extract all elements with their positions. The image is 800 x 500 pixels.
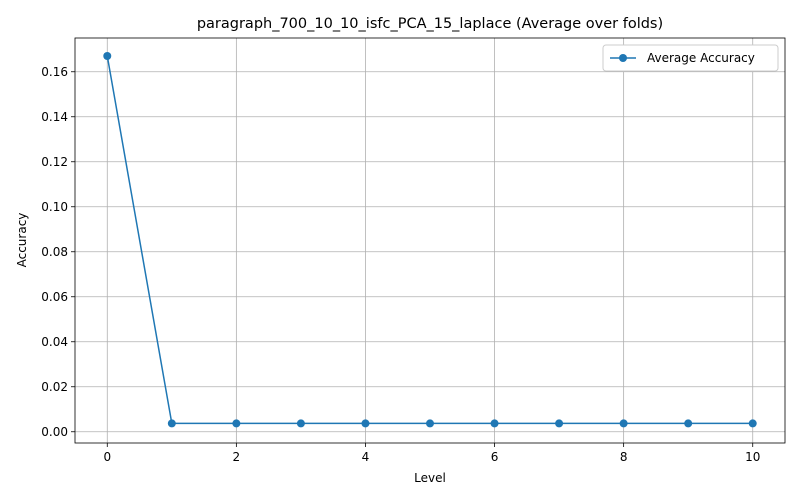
y-axis-label: Accuracy [15,213,29,268]
data-point [296,419,305,428]
chart-title: paragraph_700_10_10_isfc_PCA_15_laplace … [197,16,663,32]
data-point [361,419,370,428]
plot-frame [74,37,786,444]
x-tick-label: 8 [620,450,628,464]
data-point [490,419,499,428]
data-point [555,419,564,428]
data-point [426,419,434,428]
y-tick-label: 0.16 [41,65,68,79]
y-tick-label: 0.02 [41,380,68,394]
y-tick-label: 0.04 [41,335,68,349]
x-axis-label: Level [414,471,446,485]
series-layer [103,52,757,428]
x-tick-label: 2 [233,450,241,464]
data-point [167,419,176,428]
legend-box [602,44,779,72]
axes: 0 2 4 6 8 10 0.00 0.02 0.04 0.06 0.08 0.10 0.12 0.14 0… [41,37,786,464]
x-tick-label: 6 [491,450,499,464]
y-tick-label: 0.12 [41,155,68,169]
grid [75,38,785,443]
data-point [684,419,693,428]
data-point [232,419,241,428]
legend-marker-swatch [619,54,627,62]
y-tick-label: 0.00 [41,425,68,439]
x-tick-label: 10 [745,450,760,464]
data-point [619,419,628,428]
x-tick-label: 0 [103,450,111,464]
data-point [103,52,112,60]
legend: Average Accuracy [602,44,779,72]
legend-label: Average Accuracy [647,51,755,65]
y-tick-label: 0.14 [41,110,68,124]
y-tick-label: 0.10 [41,200,68,214]
data-point [748,419,757,428]
y-tick-label: 0.06 [41,290,68,304]
y-tick-label: 0.08 [41,245,68,259]
x-tick-label: 4 [362,450,370,464]
